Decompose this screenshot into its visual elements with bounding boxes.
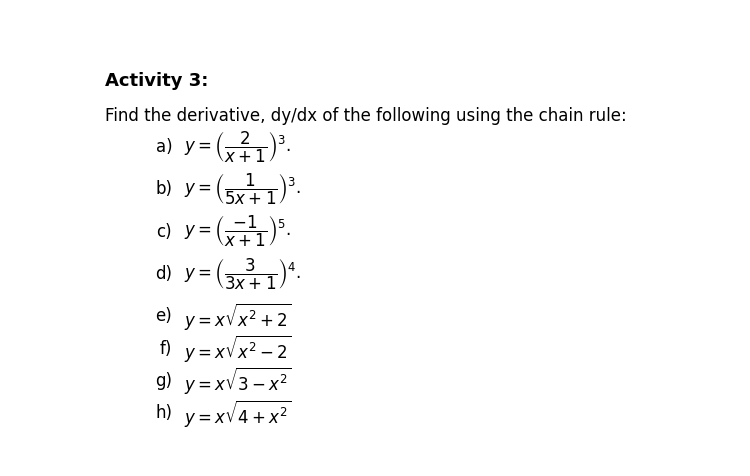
Text: $y = x\sqrt{4 + x^2}$: $y = x\sqrt{4 + x^2}$ (184, 397, 292, 428)
Text: b): b) (155, 180, 172, 198)
Text: c): c) (157, 222, 172, 240)
Text: Activity 3:: Activity 3: (105, 72, 209, 90)
Text: $y = \left(\dfrac{3}{3x+1}\right)^4.$: $y = \left(\dfrac{3}{3x+1}\right)^4.$ (184, 256, 301, 291)
Text: f): f) (160, 339, 172, 357)
Text: $y = \left(\dfrac{2}{x+1}\right)^3.$: $y = \left(\dfrac{2}{x+1}\right)^3.$ (184, 129, 290, 165)
Text: $y = x\sqrt{x^2 + 2}$: $y = x\sqrt{x^2 + 2}$ (184, 300, 292, 331)
Text: $y = \left(\dfrac{1}{5x+1}\right)^3.$: $y = \left(\dfrac{1}{5x+1}\right)^3.$ (184, 171, 301, 207)
Text: a): a) (155, 138, 172, 156)
Text: d): d) (155, 264, 172, 282)
Text: g): g) (155, 371, 172, 389)
Text: h): h) (155, 403, 172, 421)
Text: $y = \left(\dfrac{-1}{x+1}\right)^5.$: $y = \left(\dfrac{-1}{x+1}\right)^5.$ (184, 214, 290, 249)
Text: Find the derivative, dy/dx of the following using the chain rule:: Find the derivative, dy/dx of the follow… (105, 107, 627, 125)
Text: e): e) (155, 307, 172, 325)
Text: $y = x\sqrt{3 - x^2}$: $y = x\sqrt{3 - x^2}$ (184, 365, 292, 396)
Text: $y = x\sqrt{x^2 - 2}$: $y = x\sqrt{x^2 - 2}$ (184, 332, 292, 363)
